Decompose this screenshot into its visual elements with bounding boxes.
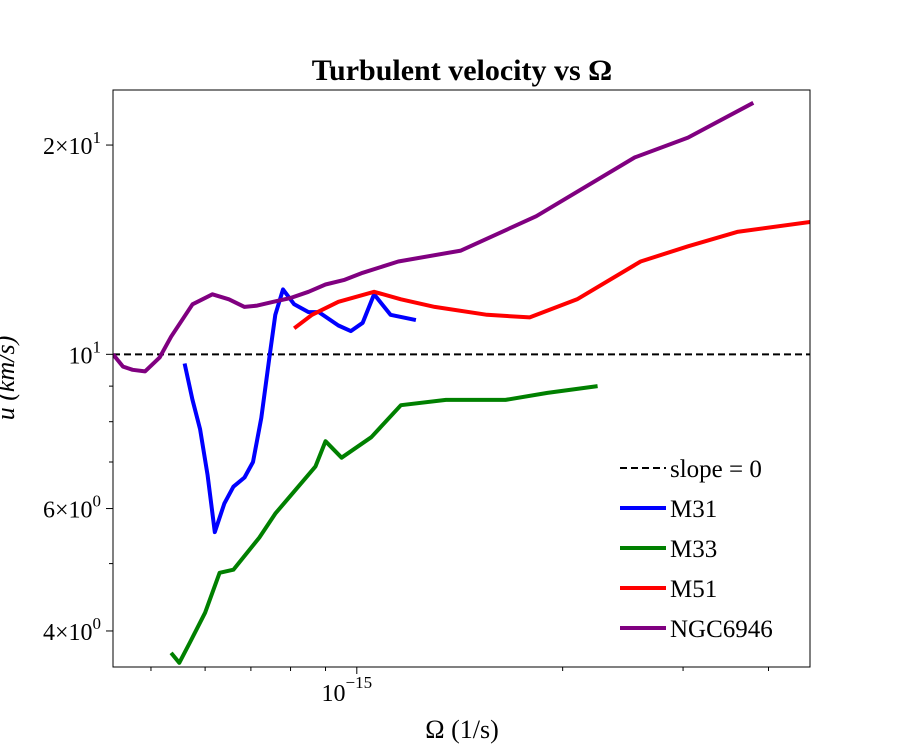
y-tick-label: 6×100 xyxy=(43,492,101,524)
plot-frame xyxy=(112,89,811,668)
x-tick-label: 10−15 xyxy=(322,673,373,707)
series-group xyxy=(113,101,810,665)
legend-label-m33: M33 xyxy=(670,536,717,563)
legend-item-m31: M31 xyxy=(620,496,717,523)
chart-title: Turbulent velocity vs Ω xyxy=(312,54,612,87)
y-tick-label: 4×100 xyxy=(43,614,101,646)
legend-item-m51: M51 xyxy=(620,576,717,603)
series-line-m33 xyxy=(169,384,598,665)
legend-label-ngc6946: NGC6946 xyxy=(670,616,773,643)
legend-item-slope: slope = 0 xyxy=(620,456,762,483)
series-line-ngc6946 xyxy=(113,101,755,374)
plot-area xyxy=(113,101,810,665)
legend: slope = 0 M31 M33 M51 NGC6946 xyxy=(620,456,773,643)
series-line-m51 xyxy=(292,220,810,330)
legend-item-m33: M33 xyxy=(620,536,717,563)
y-axis-label: u (km/s) xyxy=(0,336,20,420)
y-tick-label: 101 xyxy=(69,337,102,369)
axis-ticks: 4×100 6×100 101 2×101 10−15 xyxy=(43,128,769,707)
series-line-m31 xyxy=(182,287,417,535)
y-tick-label: 2×101 xyxy=(43,128,101,160)
legend-label-m31: M31 xyxy=(670,496,717,523)
x-axis-label: Ω (1/s) xyxy=(425,715,498,744)
legend-label-m51: M51 xyxy=(670,576,717,603)
legend-label-slope: slope = 0 xyxy=(670,456,762,483)
legend-item-ngc6946: NGC6946 xyxy=(620,616,773,643)
